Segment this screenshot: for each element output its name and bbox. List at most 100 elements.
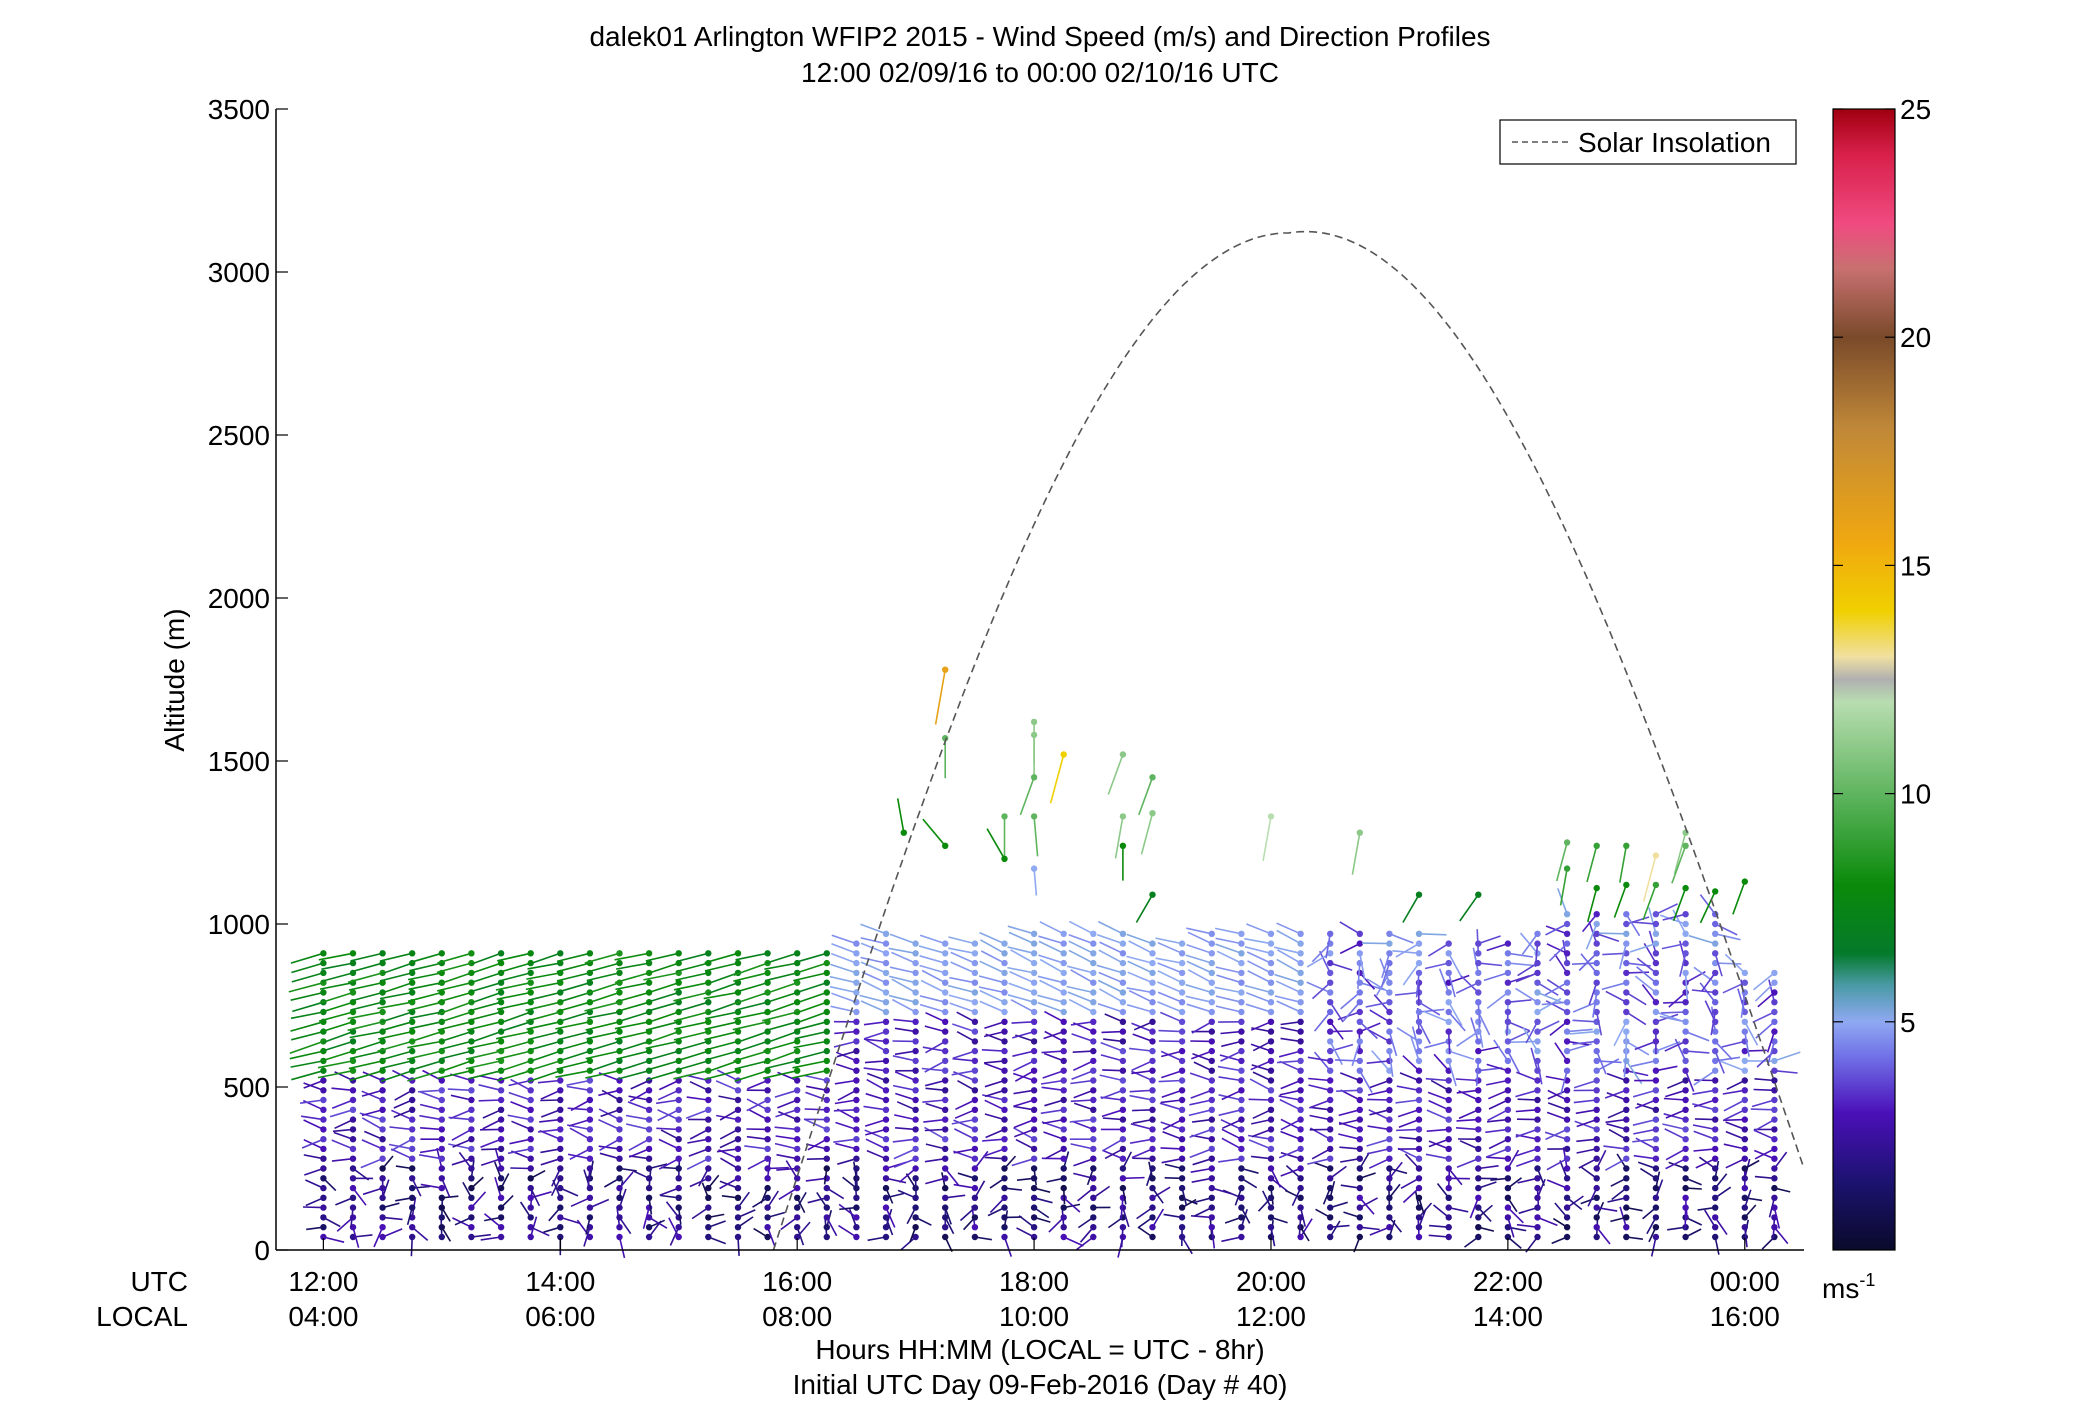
wind-barb-569-dot xyxy=(853,950,860,957)
wind-barb-954-dot xyxy=(1238,1184,1245,1192)
wind-barb-881-dot xyxy=(1149,979,1156,986)
wind-barb-508 xyxy=(764,962,798,970)
wind-barb-426-dot xyxy=(734,1175,742,1182)
wind-barb-1434-dot xyxy=(1682,1233,1689,1241)
wind-barb-1066-dot xyxy=(1327,1028,1334,1035)
wind-barb-920-dot xyxy=(1208,1204,1216,1211)
wind-barb-1203-dot xyxy=(1445,940,1452,947)
wind-barb-168-dot xyxy=(468,1057,475,1065)
wind-barb-1378 xyxy=(1605,1118,1627,1124)
wind-barb-611 xyxy=(893,1157,916,1168)
wind-barb-261 xyxy=(528,1030,561,1041)
wind-barb-1128-dot xyxy=(1386,1047,1393,1055)
wind-barb-1260-dot xyxy=(1504,989,1512,996)
wind-barb-363-dot xyxy=(675,1204,682,1211)
wind-barb-114 xyxy=(377,1001,413,1010)
wind-barb-536 xyxy=(795,981,828,994)
wind-barb-44-dot xyxy=(349,1096,357,1104)
wind-barb-397 xyxy=(698,1168,710,1187)
wind-barb-678-dot xyxy=(971,1106,979,1114)
wind-barb-1198-dot xyxy=(1445,989,1452,996)
wind-barb-753-dot xyxy=(1030,979,1038,986)
wind-barb-364-dot xyxy=(675,1194,682,1202)
wind-barb-403 xyxy=(685,1109,709,1120)
wind-barb-345-dot xyxy=(645,1087,653,1094)
wind-barb-624-dot xyxy=(912,1028,919,1035)
wind-barb-273 xyxy=(589,1198,610,1209)
wind-barb-1346 xyxy=(1573,1099,1597,1104)
wind-barb-853-dot xyxy=(1119,940,1127,947)
wind-barb-1318-dot xyxy=(1563,1038,1571,1045)
wind-barb-809 xyxy=(1072,1060,1094,1072)
wind-barb-433 xyxy=(719,1109,739,1121)
wind-barb-1430 xyxy=(1629,942,1657,953)
wind-barb-157-dot xyxy=(468,1165,475,1172)
wind-barb-1480-dot xyxy=(1712,1116,1719,1123)
wind-barb-844-dot xyxy=(1119,1028,1127,1035)
wind-barb-327 xyxy=(586,972,620,982)
wind-barb-49 xyxy=(319,1050,354,1063)
upper-wind-barb-15 xyxy=(1138,777,1154,816)
wind-barb-1422-dot xyxy=(1652,1018,1660,1025)
wind-barb-571-dot xyxy=(882,1233,890,1241)
wind-barb-1247-dot xyxy=(1504,1116,1512,1123)
wind-barb-531-dot xyxy=(823,1028,830,1035)
wind-barb-913 xyxy=(1157,962,1183,974)
wind-barb-158 xyxy=(451,1157,472,1166)
wind-barb-164-dot xyxy=(468,1096,475,1104)
wind-barb-929-dot xyxy=(1208,1116,1216,1123)
wind-barb-440 xyxy=(704,1040,739,1051)
wind-barb-327-dot xyxy=(616,969,623,977)
wind-barb-489-dot xyxy=(794,1145,801,1153)
wind-barb-1056-dot xyxy=(1327,1126,1334,1133)
wind-barb-799-dot xyxy=(1090,1155,1097,1162)
wind-barb-324 xyxy=(584,1001,620,1012)
wind-barb-490-dot xyxy=(794,1136,801,1143)
wind-barb-1487-dot xyxy=(1712,1047,1719,1055)
wind-barb-411-dot xyxy=(705,1028,712,1035)
wind-barb-409 xyxy=(675,1050,709,1062)
wind-barb-609-dot xyxy=(912,1175,919,1182)
wind-barb-86 xyxy=(348,981,383,991)
wind-barb-462-dot xyxy=(764,1116,771,1123)
wind-barb-226 xyxy=(508,1079,531,1087)
wind-barb-712 xyxy=(984,1079,1005,1088)
wind-barb-25-dot xyxy=(320,989,327,996)
upper-wind-barb-0 xyxy=(934,669,946,725)
wind-barb-490 xyxy=(775,1135,798,1140)
wind-barb-305-dot xyxy=(616,1184,623,1192)
wind-barb-1118-dot xyxy=(1386,1145,1393,1153)
upper-wind-barb-28-dot xyxy=(1652,852,1660,859)
wind-barb-965-dot xyxy=(1238,1077,1245,1084)
wind-barb-587-dot xyxy=(882,1077,890,1084)
wind-barb-687-dot xyxy=(971,1018,979,1025)
wind-barb-360-dot xyxy=(675,1233,682,1241)
wind-barb-1520-dot xyxy=(1741,1057,1749,1065)
wind-barb-429-dot xyxy=(734,1145,742,1153)
wind-barb-610-dot xyxy=(912,1165,919,1172)
wind-barb-768-dot xyxy=(1060,1145,1067,1153)
wind-barb-512 xyxy=(826,1217,838,1237)
wind-barb-1048-dot xyxy=(1327,1204,1334,1211)
wind-barb-661-dot xyxy=(942,969,949,977)
wind-barb-605-dot xyxy=(912,1214,919,1221)
wind-barb-833 xyxy=(1102,1138,1124,1152)
wind-barb-61-dot xyxy=(379,1224,386,1231)
wind-barb-469 xyxy=(733,1050,768,1062)
wind-barb-1072-dot xyxy=(1327,969,1334,977)
wind-barb-645 xyxy=(924,1128,946,1132)
wind-barb-335-dot xyxy=(645,1184,653,1192)
wind-barb-1470-dot xyxy=(1712,1214,1719,1221)
wind-barb-405 xyxy=(689,1080,709,1092)
wind-barb-1228 xyxy=(1477,1002,1481,1028)
wind-barb-1392-dot xyxy=(1623,979,1630,986)
wind-barb-1175 xyxy=(1432,1204,1450,1219)
wind-barb-1429 xyxy=(1648,930,1657,954)
wind-barb-989-dot xyxy=(1267,1155,1275,1162)
wind-barb-111-dot xyxy=(409,1028,416,1035)
wind-barb-664-dot xyxy=(942,940,949,947)
wind-barb-1261-dot xyxy=(1504,979,1512,986)
wind-barb-360 xyxy=(668,1217,680,1238)
wind-barb-5-dot xyxy=(320,1184,327,1192)
wind-barb-1205-dot xyxy=(1475,1224,1482,1231)
